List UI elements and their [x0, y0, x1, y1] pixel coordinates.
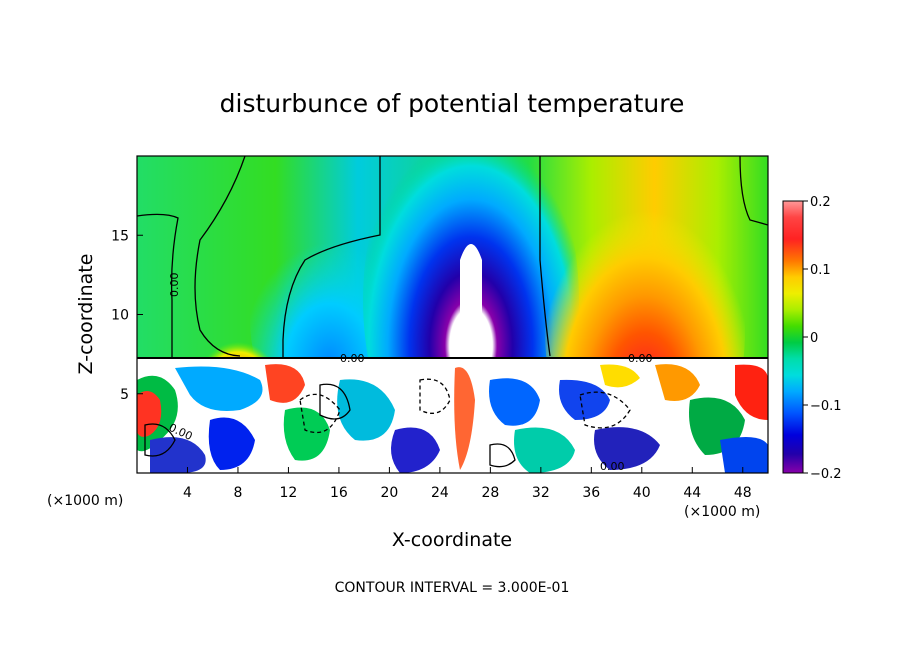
chart-title: disturbunce of potential temperature [220, 89, 685, 118]
y-axis-label: Z-coordinate [75, 254, 97, 375]
x-tick-label: 20 [380, 485, 398, 501]
heatmap-field: 0.00 0.00 0.00 0.00 0.00 [137, 156, 768, 473]
x-unit-right: (×1000 m) [684, 504, 760, 520]
y-axis-ticks: 5 10 15 [111, 228, 143, 403]
colorbar-ticks: 0.2 0.1 0 −0.1 −0.2 [803, 195, 842, 482]
x-tick-label: 48 [734, 485, 752, 501]
contour-label: 0.00 [168, 273, 181, 298]
cold-core [460, 244, 482, 358]
colorbar-tick-label: −0.2 [810, 467, 842, 482]
contour-interval-note: CONTOUR INTERVAL = 3.000E-01 [335, 580, 570, 596]
colorbar [782, 200, 804, 474]
x-tick-label: 36 [582, 485, 600, 501]
y-tick-label: 10 [111, 308, 129, 324]
contour-label: 0.00 [600, 460, 625, 473]
x-tick-label: 16 [330, 485, 348, 501]
turbulent-patches [137, 364, 768, 473]
x-tick-label: 40 [633, 485, 651, 501]
x-tick-label: 4 [183, 485, 192, 501]
x-axis-label: X-coordinate [392, 529, 512, 551]
colorbar-tick-label: 0.1 [810, 263, 831, 278]
contour-label: 0.00 [628, 352, 653, 365]
colorbar-tick-label: 0.2 [810, 195, 831, 210]
x-tick-label: 28 [481, 485, 499, 501]
x-tick-label: 24 [431, 485, 449, 501]
contour-label: 0.00 [340, 352, 365, 365]
x-tick-label: 44 [683, 485, 701, 501]
y-tick-label: 5 [120, 387, 129, 403]
x-tick-label: 12 [280, 485, 298, 501]
y-tick-label: 15 [111, 228, 129, 244]
contour-lines [137, 156, 768, 468]
x-tick-label: 8 [233, 485, 242, 501]
colorbar-tick-label: 0 [810, 331, 818, 346]
colorbar-tick-label: −0.1 [810, 399, 842, 414]
x-axis-ticks: 4 8 12 16 20 24 28 32 36 40 44 48 [183, 467, 752, 501]
x-unit-left: (×1000 m) [47, 493, 123, 509]
x-tick-label: 32 [532, 485, 550, 501]
